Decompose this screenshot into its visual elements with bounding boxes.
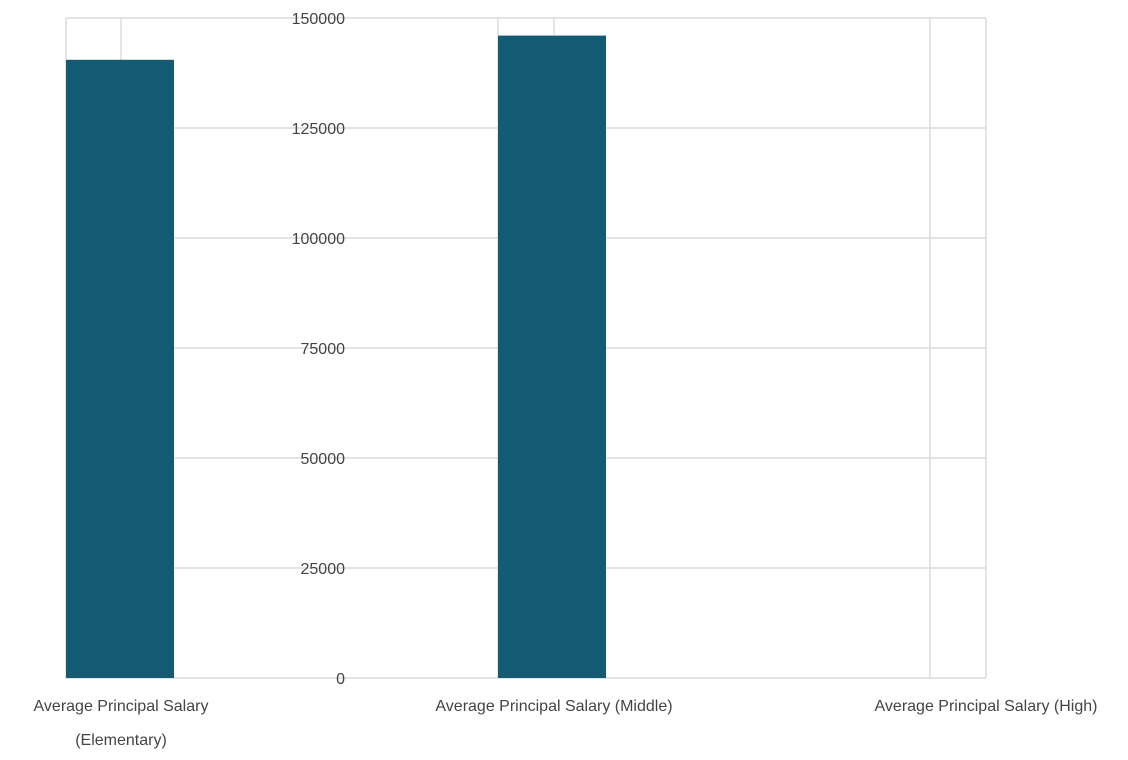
x-axis-categories: Average Principal Salary (Elementary) Aver…: [34, 698, 1098, 749]
y-axis-ticks: 0 25000 50000 75000 100000 125000 150000: [292, 11, 345, 688]
y-tick-label: 150000: [292, 11, 345, 28]
y-tick-label: 25000: [301, 561, 346, 578]
y-tick-label: 50000: [301, 451, 346, 468]
bar-1: [498, 35, 606, 679]
y-tick-label: 75000: [301, 341, 346, 358]
y-tick-label: 125000: [292, 121, 345, 138]
bar-layer: [66, 35, 606, 679]
x-category-label: Average Principal Salary (High): [875, 698, 1098, 715]
x-category-label: Average Principal Salary: [34, 698, 209, 715]
bar-0: [66, 59, 174, 679]
y-tick-label: 100000: [292, 231, 345, 248]
y-tick-label: 0: [336, 671, 345, 688]
x-category-label: Average Principal Salary (Middle): [435, 698, 672, 715]
x-category-label: (Elementary): [75, 732, 167, 749]
